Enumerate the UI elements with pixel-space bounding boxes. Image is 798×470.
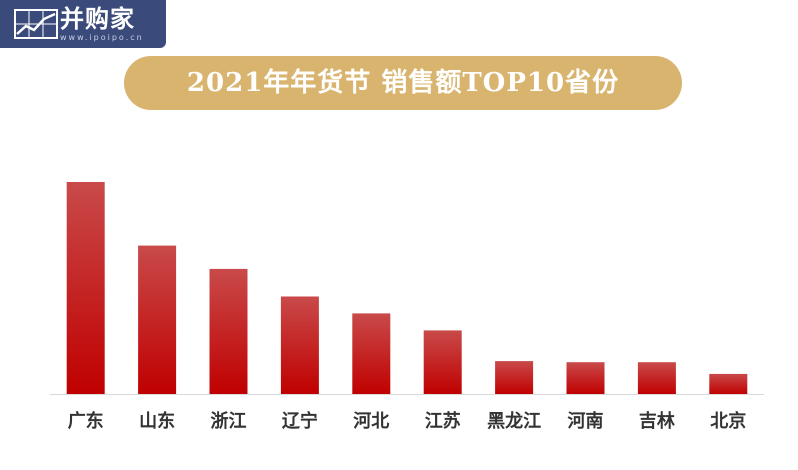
bar-3 bbox=[209, 268, 248, 394]
chart-logo-icon bbox=[14, 9, 58, 39]
bar-4 bbox=[280, 296, 319, 394]
category-label: 浙江 bbox=[211, 410, 247, 432]
category-label: 辽宁 bbox=[282, 410, 318, 432]
logo-url: www.ipoipo.cn bbox=[60, 33, 144, 42]
chart-title: 2021年年货节 销售额TOP10省份 bbox=[186, 68, 620, 98]
category-labels-group: 广东 山东 浙江 辽宁 河北 江苏 黑龙江 河南 吉林 北京 bbox=[68, 410, 747, 432]
category-label: 山东 bbox=[139, 410, 175, 432]
category-label: 广东 bbox=[68, 410, 104, 432]
category-label: 江苏 bbox=[425, 410, 461, 432]
category-label: 河北 bbox=[353, 411, 389, 432]
bar-5 bbox=[352, 313, 391, 394]
title-banner: 2021年年货节 销售额TOP10省份 bbox=[124, 56, 682, 110]
bar-7 bbox=[495, 361, 534, 394]
bar-8 bbox=[566, 362, 605, 394]
bar-6 bbox=[423, 330, 462, 394]
category-label: 河南 bbox=[568, 410, 604, 432]
bar-9 bbox=[637, 362, 676, 394]
logo: 并购家 www.ipoipo.cn bbox=[0, 0, 166, 48]
bars-group bbox=[66, 182, 748, 394]
category-label: 黑龙江 bbox=[487, 410, 541, 432]
category-label: 北京 bbox=[710, 410, 746, 432]
category-label: 吉林 bbox=[639, 410, 675, 432]
bar-2 bbox=[138, 245, 177, 394]
bar-10 bbox=[709, 373, 748, 394]
bar-1 bbox=[66, 182, 105, 394]
logo-name: 并购家 bbox=[60, 5, 135, 33]
